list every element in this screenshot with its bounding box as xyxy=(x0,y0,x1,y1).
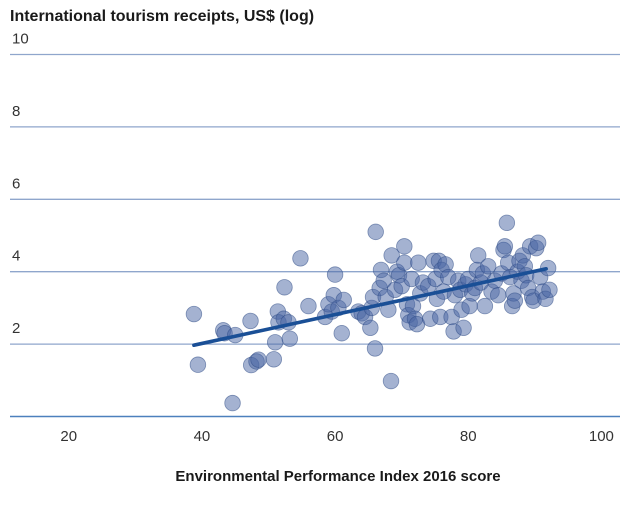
x-tick-labels: 20 40 60 80 100 xyxy=(60,428,613,445)
y-tick-label: 10 xyxy=(12,31,29,48)
trendline-layer xyxy=(192,267,548,347)
data-points xyxy=(185,214,558,412)
data-point xyxy=(242,312,259,330)
data-point xyxy=(539,259,557,277)
y-tick-labels: 2 4 6 8 10 xyxy=(12,31,29,338)
data-point xyxy=(529,234,547,251)
data-point xyxy=(455,319,472,337)
y-tick-label: 2 xyxy=(12,320,20,337)
data-point xyxy=(470,247,487,264)
data-point xyxy=(224,394,241,412)
data-point xyxy=(300,297,317,315)
data-point xyxy=(410,254,427,271)
data-point xyxy=(335,291,352,309)
data-point xyxy=(480,258,497,275)
data-point xyxy=(541,281,558,299)
data-point xyxy=(250,351,267,368)
data-point xyxy=(366,340,384,357)
data-point xyxy=(382,372,400,390)
data-point xyxy=(490,287,507,304)
data-point xyxy=(292,250,309,267)
data-point xyxy=(498,214,516,232)
x-tick-label: 60 xyxy=(327,428,344,445)
x-tick-label: 40 xyxy=(194,428,211,445)
chart-title: International tourism receipts, US$ (log… xyxy=(10,8,315,25)
x-tick-label: 80 xyxy=(460,428,477,445)
y-tick-label: 8 xyxy=(12,103,20,120)
data-point xyxy=(266,334,284,351)
data-point xyxy=(281,330,299,347)
data-point xyxy=(189,356,207,373)
data-point xyxy=(185,305,203,323)
y-tick-label: 4 xyxy=(12,248,20,265)
data-point xyxy=(375,272,392,289)
data-point xyxy=(265,351,283,368)
data-point xyxy=(396,254,413,271)
data-point xyxy=(362,319,379,337)
data-point xyxy=(367,223,384,241)
data-point xyxy=(476,297,494,315)
data-point xyxy=(496,238,514,255)
trendline xyxy=(192,267,548,347)
data-point xyxy=(276,279,293,296)
data-point xyxy=(396,238,413,255)
grid-lines xyxy=(10,53,620,418)
x-axis-label: Environmental Performance Index 2016 sco… xyxy=(175,468,501,485)
x-tick-label: 20 xyxy=(60,428,77,445)
data-point xyxy=(333,325,350,342)
x-tick-label: 100 xyxy=(589,428,614,445)
data-point xyxy=(506,292,524,309)
data-point xyxy=(383,247,400,264)
y-tick-label: 6 xyxy=(12,175,20,192)
data-point xyxy=(326,266,344,283)
